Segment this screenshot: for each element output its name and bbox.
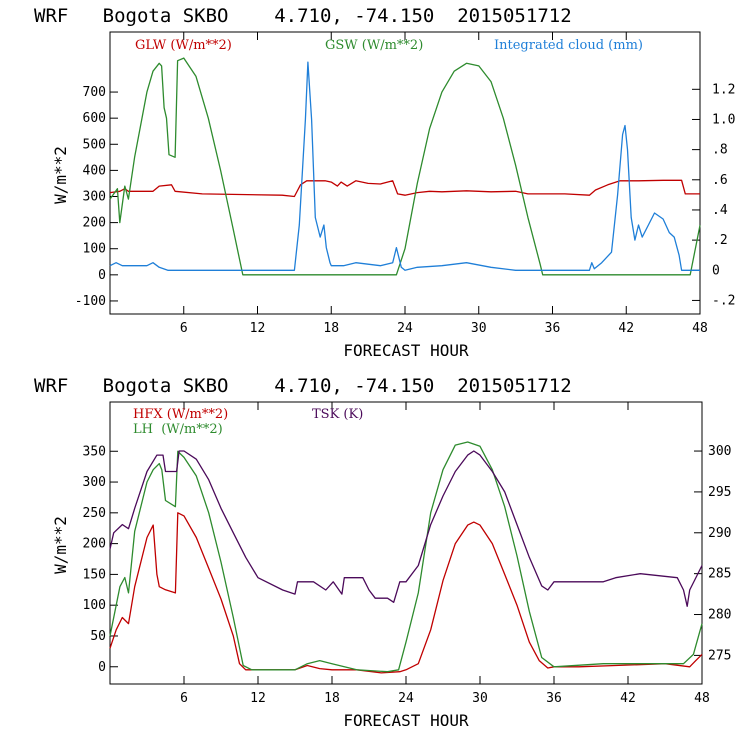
series-line-hfx xyxy=(109,512,703,674)
x-tick-label: 24 xyxy=(398,691,414,706)
y-tick-label: 700 xyxy=(83,85,106,100)
legend-lh: LH (W/m**2) xyxy=(133,422,223,437)
panel-2-y2-ticks: 275 280 285 290 295 300 xyxy=(694,444,731,663)
legend-gsw: GSW (W/m**2) xyxy=(325,38,423,53)
panel-1-y-axis-label: W/m**2 xyxy=(51,146,70,204)
x-tick-label: 42 xyxy=(618,321,634,336)
y2-tick-label: 1.2 xyxy=(712,82,735,97)
y-tick-label: 600 xyxy=(83,111,106,126)
y2-tick-label: .4 xyxy=(712,203,728,218)
x-tick-label: 48 xyxy=(692,321,708,336)
x-tick-label: 6 xyxy=(180,691,188,706)
y2-tick-label: 300 xyxy=(708,444,731,459)
y-tick-label: 0 xyxy=(98,268,106,283)
heat-flux-skin-temperature-panel: WRF Bogota SKBO 4.710, -74.150 201505171… xyxy=(34,375,731,730)
y2-tick-label: 285 xyxy=(708,567,731,582)
y-tick-label: 400 xyxy=(83,163,106,178)
panel-1-y-ticks: -100 0 100 200 300 400 500 600 700 xyxy=(75,85,118,309)
y-tick-label: 250 xyxy=(83,506,106,521)
y2-tick-label: 0 xyxy=(712,263,720,278)
y2-tick-label: 295 xyxy=(708,485,731,500)
y2-tick-label: .6 xyxy=(712,173,728,188)
series-line-lh xyxy=(109,441,703,673)
x-tick-label: 18 xyxy=(324,691,340,706)
x-tick-label: 24 xyxy=(397,321,413,336)
y-tick-label: 150 xyxy=(83,567,106,582)
x-tick-label: 36 xyxy=(546,691,562,706)
shortwave-longwave-cloud-panel: WRF Bogota SKBO 4.710, -74.150 201505171… xyxy=(34,5,735,360)
series-line-integrated xyxy=(109,61,700,271)
y-tick-label: 50 xyxy=(90,629,106,644)
series-line-gsw xyxy=(109,57,701,276)
x-tick-label: 6 xyxy=(180,321,188,336)
y-tick-label: 100 xyxy=(83,598,106,613)
x-tick-label: 12 xyxy=(250,321,266,336)
y-tick-label: 500 xyxy=(83,137,106,152)
panel-2-x-axis-label: FORECAST HOUR xyxy=(343,711,469,730)
x-tick-label: 48 xyxy=(694,691,710,706)
y-tick-label: 200 xyxy=(83,537,106,552)
y2-tick-label: .8 xyxy=(712,143,728,158)
series-line-glw xyxy=(109,179,700,198)
series-line-tsk xyxy=(109,450,703,607)
x-tick-label: 18 xyxy=(323,321,339,336)
panel-2-y-axis-label: W/m**2 xyxy=(51,516,70,574)
y-tick-label: 0 xyxy=(98,660,106,675)
panel-2-y-ticks: 0 50 100 150 200 250 300 350 xyxy=(83,444,118,675)
y-tick-label: -100 xyxy=(75,294,106,309)
panel-1-title: WRF Bogota SKBO 4.710, -74.150 201505171… xyxy=(34,5,572,27)
panel-2-x-ticks: 6 12 18 24 30 36 42 48 xyxy=(180,402,710,706)
x-tick-label: 12 xyxy=(250,691,266,706)
x-tick-label: 36 xyxy=(545,321,561,336)
y-tick-label: 300 xyxy=(83,475,106,490)
x-tick-label: 30 xyxy=(472,691,488,706)
panel-2-series-lines xyxy=(109,441,703,674)
panel-1-x-ticks: 6 12 18 24 30 36 42 48 xyxy=(180,32,708,336)
panel-1-series-lines xyxy=(109,57,701,276)
y2-tick-label: 1.0 xyxy=(712,112,735,127)
y-tick-label: 350 xyxy=(83,444,106,459)
y2-tick-label: .2 xyxy=(712,233,728,248)
y-tick-label: 300 xyxy=(83,190,106,205)
legend-hfx: HFX (W/m**2) xyxy=(133,407,228,422)
panel-2-title: WRF Bogota SKBO 4.710, -74.150 201505171… xyxy=(34,375,572,397)
y2-tick-label: 290 xyxy=(708,526,731,541)
y2-tick-label: -.2 xyxy=(712,293,735,308)
y2-tick-label: 275 xyxy=(708,648,731,663)
y-tick-label: 200 xyxy=(83,216,106,231)
legend-glw: GLW (W/m**2) xyxy=(135,38,232,53)
legend-tsk: TSK (K) xyxy=(312,407,363,422)
y2-tick-label: 280 xyxy=(708,608,731,623)
legend-integrated-cloud: Integrated cloud (mm) xyxy=(494,38,643,53)
x-tick-label: 42 xyxy=(620,691,636,706)
panel-1-x-axis-label: FORECAST HOUR xyxy=(343,341,469,360)
y-tick-label: 100 xyxy=(83,242,106,257)
x-tick-label: 30 xyxy=(471,321,487,336)
